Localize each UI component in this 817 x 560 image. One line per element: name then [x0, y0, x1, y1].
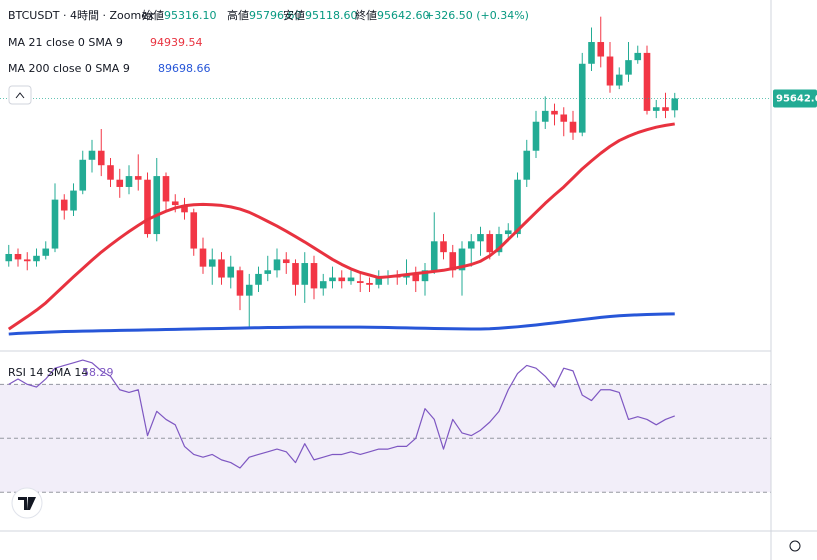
candle-body	[292, 263, 299, 285]
rsi-line	[8, 359, 675, 469]
candle-body	[329, 277, 336, 282]
ohlc-value: 95796.60	[249, 9, 302, 22]
candle-body	[51, 199, 59, 249]
collapse-icon	[15, 92, 25, 99]
ohlc-label: 高値	[227, 8, 249, 22]
candle-body	[181, 205, 188, 213]
candle-body	[634, 52, 642, 61]
candle-body	[199, 248, 207, 267]
legend-value: 94939.54	[150, 36, 203, 49]
candle-body	[495, 234, 503, 253]
candle-body	[588, 42, 595, 64]
ohlc-value: 95118.60	[305, 9, 358, 22]
price-tag	[773, 89, 817, 108]
candle-body	[569, 121, 577, 133]
candle-body	[97, 150, 105, 166]
candle-body	[310, 263, 318, 289]
candle-body	[458, 248, 466, 271]
moving-average	[7, 122, 675, 331]
change-value: +326.50 (+0.34%)	[425, 9, 529, 22]
candle-body	[421, 270, 429, 282]
rsi-value: 58.29	[82, 366, 114, 379]
candle-body	[264, 270, 272, 274]
logo-mark	[18, 497, 36, 510]
candle-body	[477, 234, 484, 242]
labels: 95642.60	[773, 89, 817, 108]
candle-body	[171, 201, 179, 206]
price-tag-label: 95642.60	[776, 93, 817, 104]
candle-body	[412, 273, 420, 282]
moving-average	[8, 312, 675, 336]
collapse-button[interactable]	[8, 85, 32, 105]
candle-body	[116, 179, 124, 187]
legend-name: MA 21 close 0 SMA 9	[8, 36, 123, 49]
candle-body	[236, 270, 244, 296]
candle-body	[523, 150, 531, 180]
candle-body	[153, 176, 161, 235]
candle-body	[5, 253, 13, 262]
candle-body	[440, 241, 447, 253]
candle-body	[319, 281, 327, 289]
candle-body	[662, 107, 669, 111]
candle-body	[671, 98, 679, 111]
candle-body	[541, 110, 549, 122]
candle-body	[486, 234, 494, 253]
candle-body	[33, 255, 40, 262]
candle-body	[615, 74, 623, 86]
ohlc-value: 95316.10	[164, 9, 217, 22]
candle-body	[255, 273, 262, 285]
candle-body	[273, 259, 281, 271]
candle-body	[449, 252, 457, 271]
candle-body	[375, 277, 383, 285]
candle-body	[42, 248, 50, 256]
candle-body	[14, 253, 22, 260]
candle-body	[79, 159, 87, 191]
candle-body	[162, 176, 170, 202]
candle-body	[652, 107, 660, 111]
candle-body	[125, 176, 133, 187]
candle-body	[625, 60, 632, 75]
ohlc-label: 安値	[283, 8, 305, 22]
candle-body	[551, 110, 558, 115]
candle-body	[301, 263, 309, 285]
candle-body	[144, 179, 151, 235]
candle-body	[514, 179, 521, 235]
candle-body	[338, 277, 346, 282]
candle-body	[560, 114, 568, 122]
candle-body	[23, 259, 31, 262]
candle-body	[282, 259, 290, 264]
candle-body	[208, 259, 216, 267]
ohlc-value: 95642.60	[377, 9, 430, 22]
candle-body	[347, 277, 355, 282]
ohlc-label: 終値	[355, 8, 377, 22]
candle-body	[366, 282, 373, 285]
candle-body	[245, 284, 253, 296]
candle-body	[190, 212, 198, 249]
candle-body	[88, 150, 96, 160]
candle-body	[70, 190, 77, 211]
candle-body	[227, 266, 235, 278]
symbol-title: BTCUSDT · 4時間 · Zoomex	[8, 9, 155, 22]
candle-body	[532, 121, 540, 151]
candle-body	[597, 42, 605, 57]
legend-value: 89698.66	[158, 62, 211, 75]
plot	[0, 16, 771, 493]
rsi-name: RSI 14 SMA 14	[8, 366, 88, 379]
candle-body	[107, 165, 114, 180]
ohlc-label: 始値	[142, 8, 164, 22]
candle-body	[60, 199, 68, 211]
candle-body	[606, 56, 614, 86]
candle-body	[467, 241, 475, 249]
candle-body	[504, 230, 512, 235]
candle-body	[134, 176, 142, 180]
candle-body	[643, 52, 651, 111]
legend-name: MA 200 close 0 SMA 9	[8, 62, 130, 75]
candle-body	[218, 259, 225, 278]
candle-body	[356, 281, 364, 283]
settings-icon[interactable]	[789, 540, 801, 552]
candle-body	[430, 241, 438, 271]
